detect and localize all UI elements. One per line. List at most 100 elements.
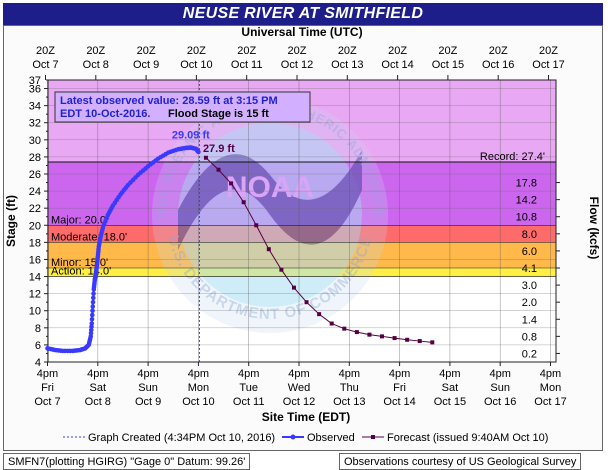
watermark-inner-disc (178, 123, 362, 307)
edt-time-label: 4pm (188, 368, 209, 380)
forecast-start-label: 27.9 ft (203, 143, 235, 155)
utc-tick-label: 20Z (137, 45, 156, 57)
forecast-point (417, 339, 422, 344)
edt-date-label: Oct 10 (182, 396, 214, 408)
forecast-point (229, 181, 234, 186)
bottom-axis-title: Site Time (EDT) (262, 410, 350, 424)
utc-date-label: Oct 10 (180, 59, 212, 71)
flow-tick-label: 4.1 (522, 263, 537, 275)
y-tick-label: 16 (29, 254, 41, 266)
forecast-point (241, 200, 246, 205)
forecast-point (266, 247, 271, 252)
edt-day-label: Tue (239, 382, 258, 394)
edt-date-label: Oct 16 (484, 396, 516, 408)
forecast-point (354, 330, 359, 335)
moderate-label: Moderate: 18.0' (51, 231, 127, 243)
major-label: Major: 20.0' (51, 214, 108, 226)
utc-date-label: Oct 7 (32, 59, 58, 71)
legend-observed-marker (290, 434, 296, 440)
forecast-point (430, 340, 435, 345)
utc-date-label: Oct 15 (432, 59, 464, 71)
edt-day-label: Mon (188, 382, 209, 394)
utc-date-label: Oct 11 (231, 59, 263, 71)
y-tick-label: 18 (29, 237, 41, 249)
forecast-point (279, 267, 284, 272)
observed-point (90, 299, 96, 305)
edt-date-label: Oct 7 (34, 396, 60, 408)
edt-day-label: Fri (393, 382, 406, 394)
y-tick-label: 36 (29, 84, 41, 96)
y-tick-label: 30 (29, 135, 41, 147)
edt-time-label: 4pm (238, 368, 259, 380)
flow-tick-label: 10.8 (516, 212, 537, 224)
forecast-point (342, 326, 347, 331)
utc-date-label: Oct 12 (281, 59, 313, 71)
info-box-flood-stage: Flood Stage is 15 ft (168, 108, 269, 120)
minor-label: Minor: 15.0' (51, 257, 108, 269)
legend-observed-label: Observed (307, 432, 355, 444)
y-tick-label: 20 (29, 220, 41, 232)
observed-point (90, 308, 95, 314)
edt-time-label: 4pm (288, 368, 309, 380)
chart-title: NEUSE RIVER AT SMITHFIELD (3, 3, 603, 25)
flow-tick-label: 17.8 (516, 178, 537, 190)
info-box-line1: Latest observed value: 28.59 ft at 3:15 … (60, 95, 278, 107)
edt-time-label: 4pm (439, 368, 460, 380)
edt-time-label: 4pm (489, 368, 510, 380)
edt-day-label: Thu (340, 382, 359, 394)
utc-date-label: Oct 8 (83, 59, 109, 71)
utc-date-label: Oct 14 (381, 59, 413, 71)
forecast-point (329, 321, 334, 326)
edt-date-label: Oct 12 (283, 396, 315, 408)
flow-tick-label: 2.0 (522, 297, 537, 309)
top-axis-title: Universal Time (UTC) (241, 25, 362, 39)
utc-tick-label: 20Z (86, 45, 105, 57)
y-tick-label: 28 (29, 152, 41, 164)
edt-date-label: Oct 8 (85, 396, 111, 408)
legend-graph-created-label: Graph Created (4:34PM Oct 10, 2016) (88, 432, 275, 444)
forecast-point (379, 334, 384, 339)
forecast-point (317, 312, 322, 317)
y-tick-label: 6 (35, 340, 41, 352)
edt-day-label: Wed (288, 382, 310, 394)
edt-day-label: Sat (442, 382, 459, 394)
flow-tick-label: 1.4 (522, 314, 537, 326)
y-tick-label: 8 (35, 323, 41, 335)
flow-tick-label: 0.2 (522, 348, 537, 360)
edt-day-label: Sun (490, 382, 510, 394)
y-axis-title: Stage (ft) (4, 195, 18, 247)
y-tick-label: 37 (29, 75, 41, 87)
flow-axis-title: Flow (kcfs) (587, 197, 601, 260)
edt-time-label: 4pm (37, 368, 58, 380)
utc-tick-label: 20Z (338, 45, 357, 57)
utc-tick-label: 20Z (438, 45, 457, 57)
action-label: Action: 14.0' (51, 266, 111, 278)
observations-credit-footer: Observations courtesy of US Geological S… (339, 453, 582, 470)
edt-time-label: 4pm (87, 368, 108, 380)
edt-date-label: Oct 9 (135, 396, 161, 408)
forecast-point (405, 337, 410, 342)
watermark-center-text: NOAA (226, 171, 314, 204)
edt-date-label: Oct 13 (333, 396, 365, 408)
edt-date-label: Oct 14 (383, 396, 415, 408)
flow-tick-label: 14.2 (516, 195, 537, 207)
utc-date-label: Oct 16 (482, 59, 514, 71)
y-tick-label: 26 (29, 169, 41, 181)
edt-date-label: Oct 17 (534, 396, 566, 408)
utc-tick-label: 20Z (237, 45, 256, 57)
flow-tick-label: 3.0 (522, 280, 537, 292)
observed-point (91, 291, 96, 296)
observed-point (89, 312, 95, 318)
utc-tick-label: 20Z (489, 45, 508, 57)
edt-day-label: Mon (540, 382, 561, 394)
edt-time-label: 4pm (389, 368, 410, 380)
info-box-bg (54, 91, 311, 123)
edt-day-label: Sun (138, 382, 158, 394)
forecast-point (392, 336, 397, 341)
forecast-point (291, 285, 296, 290)
plot-area-border (47, 79, 557, 363)
y-tick-label: 32 (29, 118, 41, 130)
y-tick-label: 24 (29, 186, 41, 198)
forecast-point (254, 223, 259, 228)
